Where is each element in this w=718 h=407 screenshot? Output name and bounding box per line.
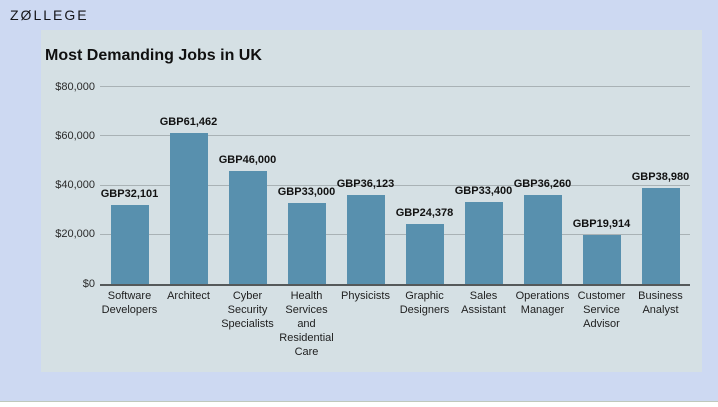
bar-value-label: GBP33,400 <box>454 184 513 197</box>
gridline <box>100 135 690 137</box>
y-axis-tick-label: $80,000 <box>55 80 95 93</box>
gridline <box>100 233 690 235</box>
plot-area: GBP32,101 GBP61,462 GBP46,000 GBP33,000 GBP3… <box>100 86 690 286</box>
y-axis-tick-label: $40,000 <box>55 179 95 191</box>
bar-column: GBP46,000 <box>218 87 277 284</box>
bar <box>464 201 503 284</box>
bar-column: GBP33,400 <box>454 87 513 284</box>
bar <box>287 202 326 284</box>
bar <box>405 223 444 284</box>
bar <box>346 195 385 284</box>
bar-column: GBP24,378 <box>395 87 454 284</box>
y-axis-tick-label: $60,000 <box>55 129 95 142</box>
chart-panel: Most Demanding Jobs in UK GBP32,101 GBP61… <box>41 30 702 372</box>
x-axis-label: Customer Service Advisor <box>577 290 626 330</box>
bar <box>641 188 680 284</box>
bar-column: GBP36,123 <box>336 87 395 284</box>
footer-strip <box>0 401 718 407</box>
bar-column: GBP19,914 <box>572 87 631 284</box>
y-axis-tick-label: $20,000 <box>55 228 95 241</box>
bars-container: GBP32,101 GBP61,462 GBP46,000 GBP33,000 GBP3… <box>100 87 690 284</box>
bar-value-label: GBP32,101 <box>100 187 159 200</box>
x-axis-label: Architect <box>167 290 210 302</box>
x-axis: Software Developers Architect Cyber Securi… <box>100 290 690 360</box>
bar <box>110 204 149 284</box>
gridline <box>100 86 690 87</box>
bar-column: GBP38,980 <box>631 87 690 284</box>
bar <box>228 170 267 284</box>
x-axis-label: Health Services and Residential Care <box>279 290 334 358</box>
bar-column: GBP61,462 <box>159 87 218 284</box>
y-axis-tick-label: $0 <box>82 277 95 290</box>
x-axis-label: Graphic Designers <box>399 290 450 316</box>
bar-column: GBP32,101 <box>100 87 159 284</box>
bar-value-label: GBP19,914 <box>572 217 631 230</box>
x-axis-label: Physicists <box>341 290 390 302</box>
zollege-logo: ZØLLEGE <box>10 7 89 23</box>
gridline <box>100 184 690 186</box>
bar-value-label: GBP36,123 <box>336 178 395 191</box>
bar <box>169 132 208 284</box>
bar-value-label: GBP24,378 <box>395 206 454 219</box>
x-axis-label: Software Developers <box>101 290 158 316</box>
x-axis-label: Cyber Security Specialists <box>221 290 274 330</box>
chart-title: Most Demanding Jobs in UK <box>45 47 262 64</box>
bar <box>582 234 621 284</box>
x-axis-label: Sales Assistant <box>461 290 506 316</box>
bar-value-label: GBP61,462 <box>159 115 218 128</box>
bar-column: GBP36,260 <box>513 87 572 284</box>
bar <box>523 194 562 284</box>
bar-value-label: GBP38,980 <box>631 171 690 184</box>
bar-column: GBP33,000 <box>277 87 336 284</box>
bar-value-label: GBP33,000 <box>277 185 336 198</box>
bar-value-label: GBP46,000 <box>218 153 277 166</box>
x-axis-label: Operations Manager <box>515 290 570 316</box>
bar-value-label: GBP36,260 <box>513 177 572 190</box>
x-axis-label: Business Analyst <box>638 290 683 316</box>
